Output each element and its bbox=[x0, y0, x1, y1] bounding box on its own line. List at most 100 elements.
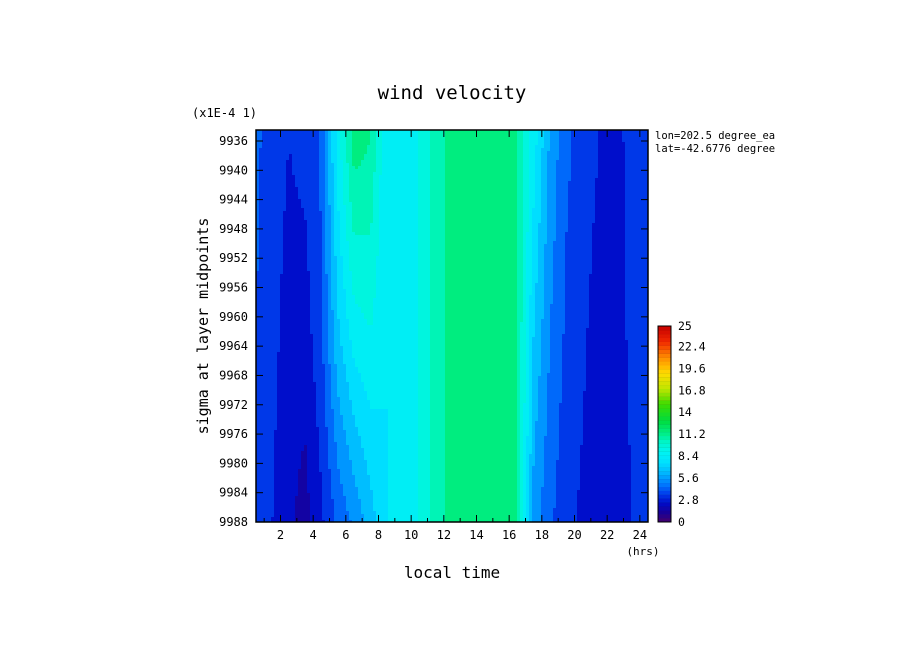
contour-cell bbox=[337, 154, 341, 158]
contour-cell bbox=[481, 181, 485, 185]
contour-cell bbox=[283, 226, 287, 230]
contour-cell bbox=[427, 169, 431, 173]
contour-cell bbox=[574, 139, 578, 143]
contour-cell bbox=[304, 193, 308, 197]
contour-cell bbox=[283, 205, 287, 209]
contour-cell bbox=[325, 148, 329, 152]
contour-cell bbox=[520, 145, 524, 149]
contour-cell bbox=[268, 235, 272, 239]
contour-cell bbox=[628, 169, 632, 173]
contour-cell bbox=[382, 235, 386, 239]
contour-cell bbox=[430, 211, 434, 215]
contour-cell bbox=[469, 169, 473, 173]
contour-cell bbox=[421, 130, 425, 134]
contour-cell bbox=[310, 205, 314, 209]
contour-cell bbox=[514, 181, 518, 185]
contour-cell bbox=[490, 178, 494, 182]
contour-cell bbox=[406, 241, 410, 245]
contour-cell bbox=[307, 151, 311, 155]
contour-cell bbox=[343, 196, 347, 200]
contour-cell bbox=[286, 241, 290, 245]
contour-cell bbox=[478, 196, 482, 200]
contour-cell bbox=[457, 196, 461, 200]
contour-cell bbox=[412, 160, 416, 164]
contour-cell bbox=[277, 154, 281, 158]
contour-cell bbox=[454, 172, 458, 176]
contour-cell bbox=[283, 157, 287, 161]
contour-cell bbox=[553, 223, 557, 227]
contour-cell bbox=[424, 148, 428, 152]
contour-cell bbox=[373, 172, 377, 176]
contour-cell bbox=[640, 232, 644, 236]
contour-cell bbox=[310, 193, 314, 197]
contour-cell bbox=[391, 166, 395, 170]
contour-cell bbox=[595, 232, 599, 236]
contour-cell bbox=[373, 169, 377, 173]
contour-cell bbox=[601, 148, 605, 152]
contour-cell bbox=[316, 142, 320, 146]
contour-cell bbox=[286, 229, 290, 233]
contour-cell bbox=[319, 145, 323, 149]
contour-cell bbox=[511, 178, 515, 182]
contour-cell bbox=[274, 199, 278, 203]
contour-cell bbox=[607, 151, 611, 155]
contour-cell bbox=[457, 241, 461, 245]
contour-cell bbox=[463, 157, 467, 161]
contour-cell bbox=[367, 229, 371, 233]
contour-cell bbox=[376, 193, 380, 197]
contour-cell bbox=[610, 205, 614, 209]
contour-cell bbox=[532, 193, 536, 197]
contour-cell bbox=[610, 202, 614, 206]
contour-cell bbox=[271, 199, 275, 203]
contour-cell bbox=[466, 154, 470, 158]
contour-cell bbox=[352, 163, 356, 167]
contour-cell bbox=[598, 199, 602, 203]
contour-cell bbox=[562, 196, 566, 200]
contour-cell bbox=[541, 181, 545, 185]
contour-cell bbox=[328, 187, 332, 191]
contour-cell bbox=[532, 226, 536, 230]
contour-cell bbox=[616, 196, 620, 200]
contour-cell bbox=[427, 202, 431, 206]
contour-cell bbox=[343, 175, 347, 179]
contour-cell bbox=[487, 202, 491, 206]
contour-cell bbox=[589, 232, 593, 236]
contour-cell bbox=[466, 196, 470, 200]
contour-cell bbox=[589, 196, 593, 200]
contour-cell bbox=[637, 166, 641, 170]
contour-cell bbox=[646, 217, 649, 221]
contour-cell bbox=[301, 169, 305, 173]
contour-cell bbox=[427, 178, 431, 182]
contour-cell bbox=[421, 175, 425, 179]
contour-cell bbox=[535, 181, 539, 185]
contour-cell bbox=[361, 202, 365, 206]
contour-cell bbox=[268, 217, 272, 221]
contour-cell bbox=[349, 148, 353, 152]
contour-cell bbox=[298, 142, 302, 146]
contour-cell bbox=[415, 199, 419, 203]
contour-cell bbox=[361, 220, 365, 224]
contour-cell bbox=[619, 220, 623, 224]
contour-cell bbox=[433, 157, 437, 161]
contour-cell bbox=[487, 229, 491, 233]
contour-cell bbox=[634, 229, 638, 233]
contour-cell bbox=[550, 208, 554, 212]
contour-cell bbox=[322, 145, 326, 149]
contour-cell bbox=[490, 220, 494, 224]
contour-cell bbox=[511, 196, 515, 200]
contour-cell bbox=[364, 133, 368, 137]
contour-cell bbox=[601, 205, 605, 209]
contour-cell bbox=[412, 151, 416, 155]
contour-cell bbox=[478, 130, 482, 134]
contour-cell bbox=[523, 130, 527, 134]
contour-cell bbox=[361, 175, 365, 179]
contour-cell bbox=[358, 211, 362, 215]
contour-cell bbox=[442, 172, 446, 176]
contour-cell bbox=[628, 181, 632, 185]
contour-cell bbox=[271, 226, 275, 230]
contour-cell bbox=[451, 238, 455, 242]
contour-cell bbox=[511, 205, 515, 209]
contour-cell bbox=[535, 211, 539, 215]
contour-cell bbox=[595, 133, 599, 137]
contour-cell bbox=[646, 226, 649, 230]
